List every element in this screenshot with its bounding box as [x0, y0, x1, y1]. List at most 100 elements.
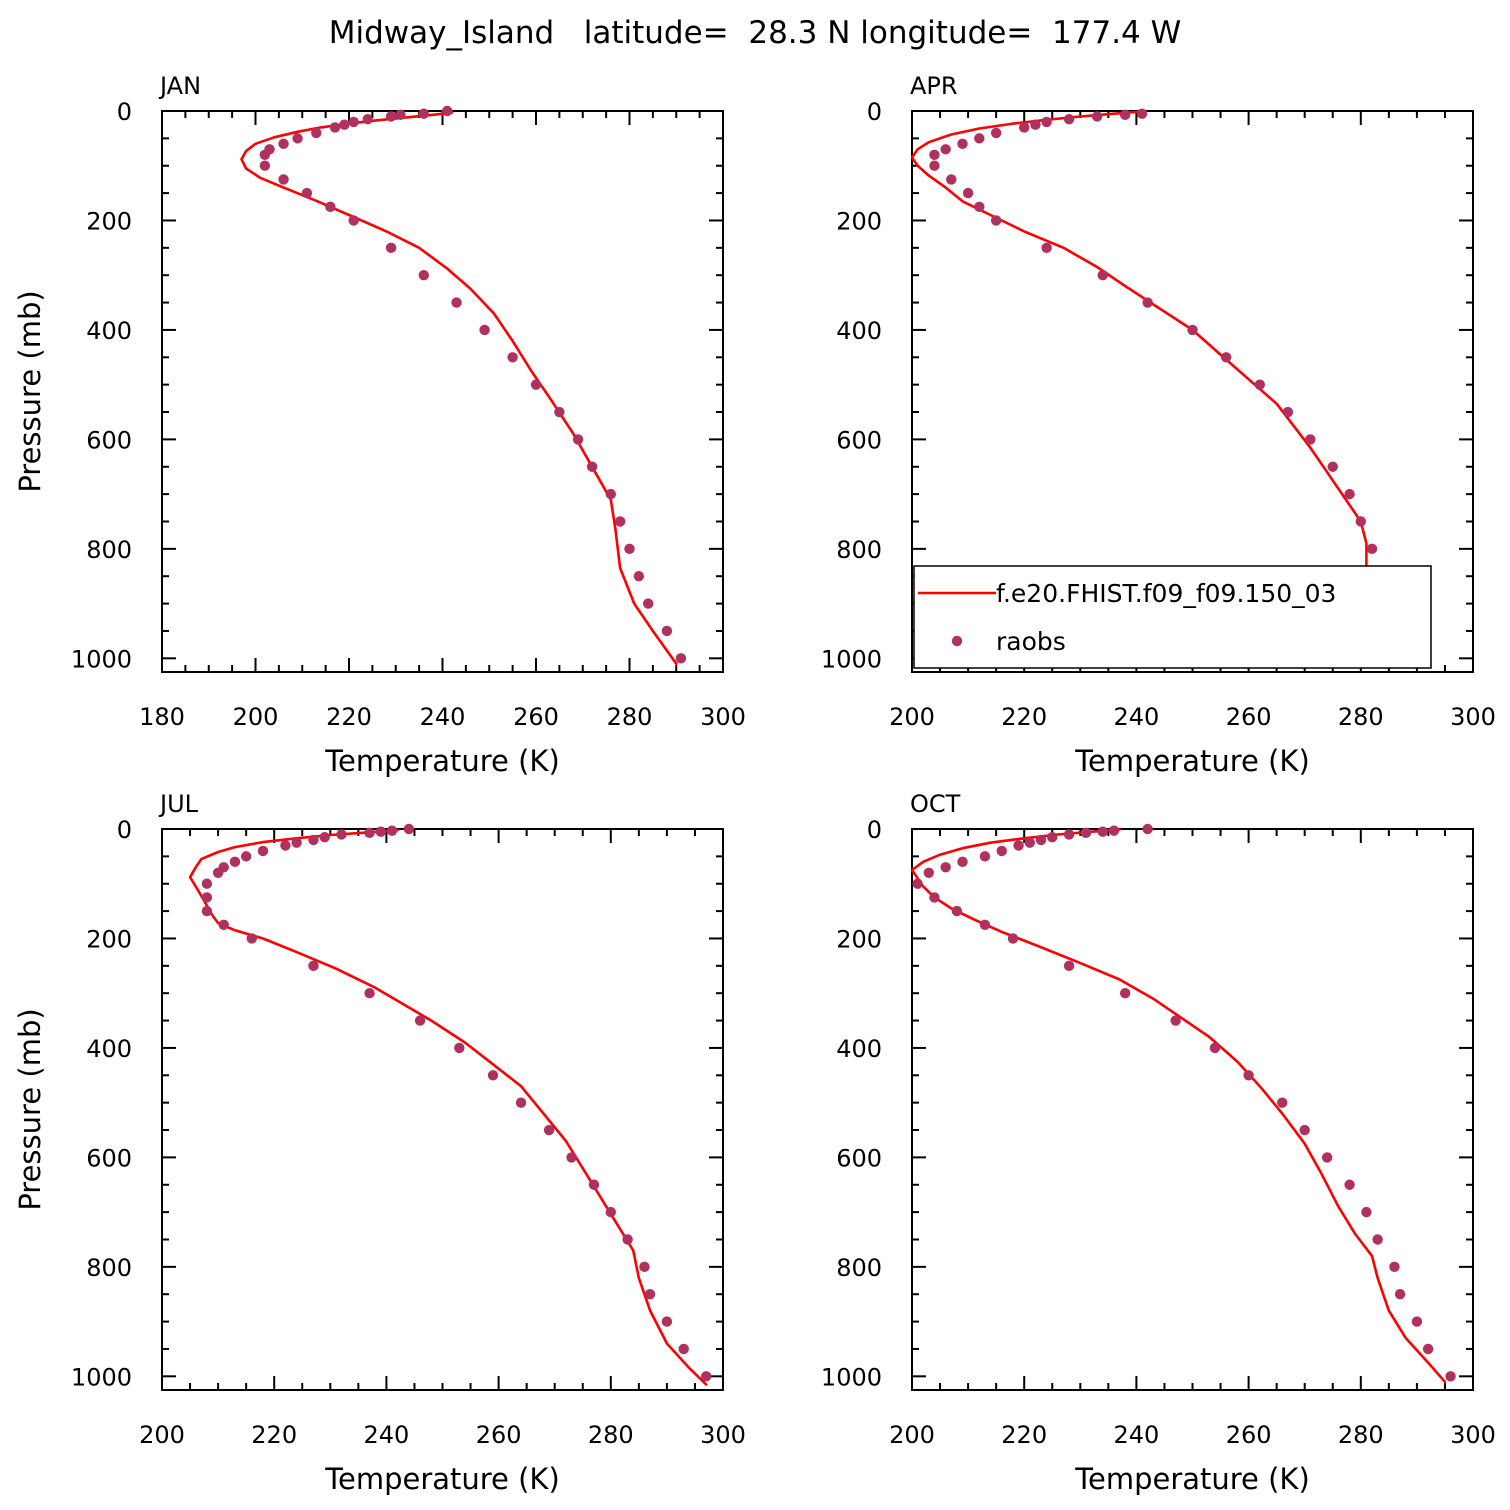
raobs-point	[661, 625, 673, 637]
y-axis-label: Pressure (mb)	[13, 290, 47, 492]
raobs-point	[319, 832, 330, 843]
panel-oct: OCT 200 220 240 260 280 300 0 200 400 600 800 1000 Te…	[821, 790, 1496, 1496]
raobs-point	[974, 133, 985, 144]
raobs-point	[1170, 1015, 1181, 1026]
raobs-point	[605, 1206, 616, 1218]
raobs-point	[212, 867, 224, 878]
raobs-point	[278, 138, 289, 150]
raobs-point	[292, 133, 303, 144]
y-tick-label: 200	[836, 925, 882, 953]
model-series-line	[910, 110, 1424, 668]
raobs-point	[1097, 269, 1108, 281]
raobs-point	[1063, 960, 1075, 972]
raobs-point	[311, 127, 322, 139]
raobs-point	[325, 201, 336, 212]
raobs-point	[259, 160, 271, 171]
raobs-point	[1142, 297, 1153, 308]
raobs-point	[418, 269, 429, 281]
raobs-point	[586, 461, 598, 472]
raobs-point	[1119, 109, 1131, 121]
raobs-point	[1041, 242, 1052, 254]
y-tick-label: 800	[86, 1254, 132, 1282]
raobs-point	[1422, 1343, 1434, 1355]
raobs-point	[1187, 324, 1198, 336]
raobs-point	[990, 215, 1002, 226]
y-tick-label: 600	[836, 1144, 882, 1172]
legend-model-label: f.e20.FHIST.f09_f09.150_03	[996, 579, 1336, 608]
raobs-point	[454, 1042, 465, 1054]
raobs-point	[588, 1179, 600, 1190]
raobs-point	[624, 543, 635, 555]
raobs-point	[566, 1152, 577, 1163]
raobs-point	[385, 111, 397, 122]
raobs-point	[339, 119, 350, 130]
y-tick-label: 200	[86, 207, 132, 235]
raobs-point	[1445, 1371, 1456, 1382]
raobs-point	[1091, 111, 1103, 122]
plot-frame	[911, 828, 1474, 1391]
raobs-point	[414, 1015, 426, 1026]
x-tick-label: 200	[233, 703, 279, 731]
x-tick-label: 220	[1001, 703, 1047, 731]
raobs-point	[1411, 1316, 1423, 1327]
raobs-point	[1136, 108, 1148, 119]
raobs-point	[1355, 516, 1367, 527]
raobs-point	[240, 851, 252, 862]
raobs-point	[479, 324, 490, 336]
raobs-point	[1305, 434, 1316, 445]
raobs-point	[507, 352, 518, 363]
raobs-point	[990, 127, 1002, 139]
x-tick-label: 240	[363, 1421, 409, 1449]
raobs-point	[530, 379, 542, 390]
raobs-point	[291, 837, 302, 848]
y-tick-label: 200	[86, 925, 132, 953]
raobs-point	[1063, 114, 1075, 125]
raobs-point	[229, 856, 241, 868]
y-tick-label: 1000	[71, 1363, 132, 1391]
y-tick-label: 1000	[71, 645, 132, 673]
raobs-point	[1030, 119, 1041, 130]
panel-label: JAN	[158, 72, 201, 100]
raobs-point	[218, 919, 229, 930]
legend-box	[913, 565, 1432, 669]
x-tick-label: 200	[889, 1421, 935, 1449]
raobs-point	[441, 105, 453, 117]
raobs-point	[661, 1316, 673, 1327]
raobs-point	[364, 987, 375, 999]
x-tick-label: 220	[326, 703, 372, 731]
raobs-point	[675, 653, 687, 664]
raobs-point	[1142, 823, 1153, 835]
raobs-point	[614, 516, 626, 527]
y-tick-label: 600	[86, 1144, 132, 1172]
raobs-point	[912, 878, 923, 889]
x-axis-label: Temperature (K)	[1074, 1462, 1310, 1496]
raobs-point	[348, 116, 359, 128]
raobs-point	[639, 1261, 650, 1273]
raobs-point	[1344, 488, 1355, 500]
x-tick-label: 200	[139, 1421, 185, 1449]
raobs-point	[929, 149, 940, 160]
x-tick-label: 300	[1450, 703, 1496, 731]
raobs-point	[554, 406, 565, 418]
y-tick-label: 800	[836, 1254, 882, 1282]
y-tick-label: 600	[86, 426, 132, 454]
raobs-point	[622, 1234, 633, 1245]
y-tick-label: 800	[86, 536, 132, 564]
y-tick-label: 400	[86, 1035, 132, 1063]
raobs-point	[1018, 122, 1030, 133]
raobs-point	[308, 834, 319, 846]
raobs-point	[1024, 837, 1036, 848]
raobs-point	[201, 892, 213, 903]
plot-frame	[161, 110, 724, 673]
y-axis-label: Pressure (mb)	[13, 1008, 47, 1210]
x-tick-label: 240	[1113, 1421, 1159, 1449]
x-tick-label: 220	[251, 1421, 297, 1449]
y-tick-label: 400	[86, 317, 132, 345]
raobs-point	[1394, 1289, 1406, 1300]
raobs-point	[962, 187, 974, 199]
raobs-point	[940, 144, 951, 155]
raobs-point	[1220, 352, 1232, 363]
model-series-line	[188, 828, 708, 1386]
raobs-point	[385, 242, 397, 254]
raobs-point	[1299, 1124, 1310, 1136]
